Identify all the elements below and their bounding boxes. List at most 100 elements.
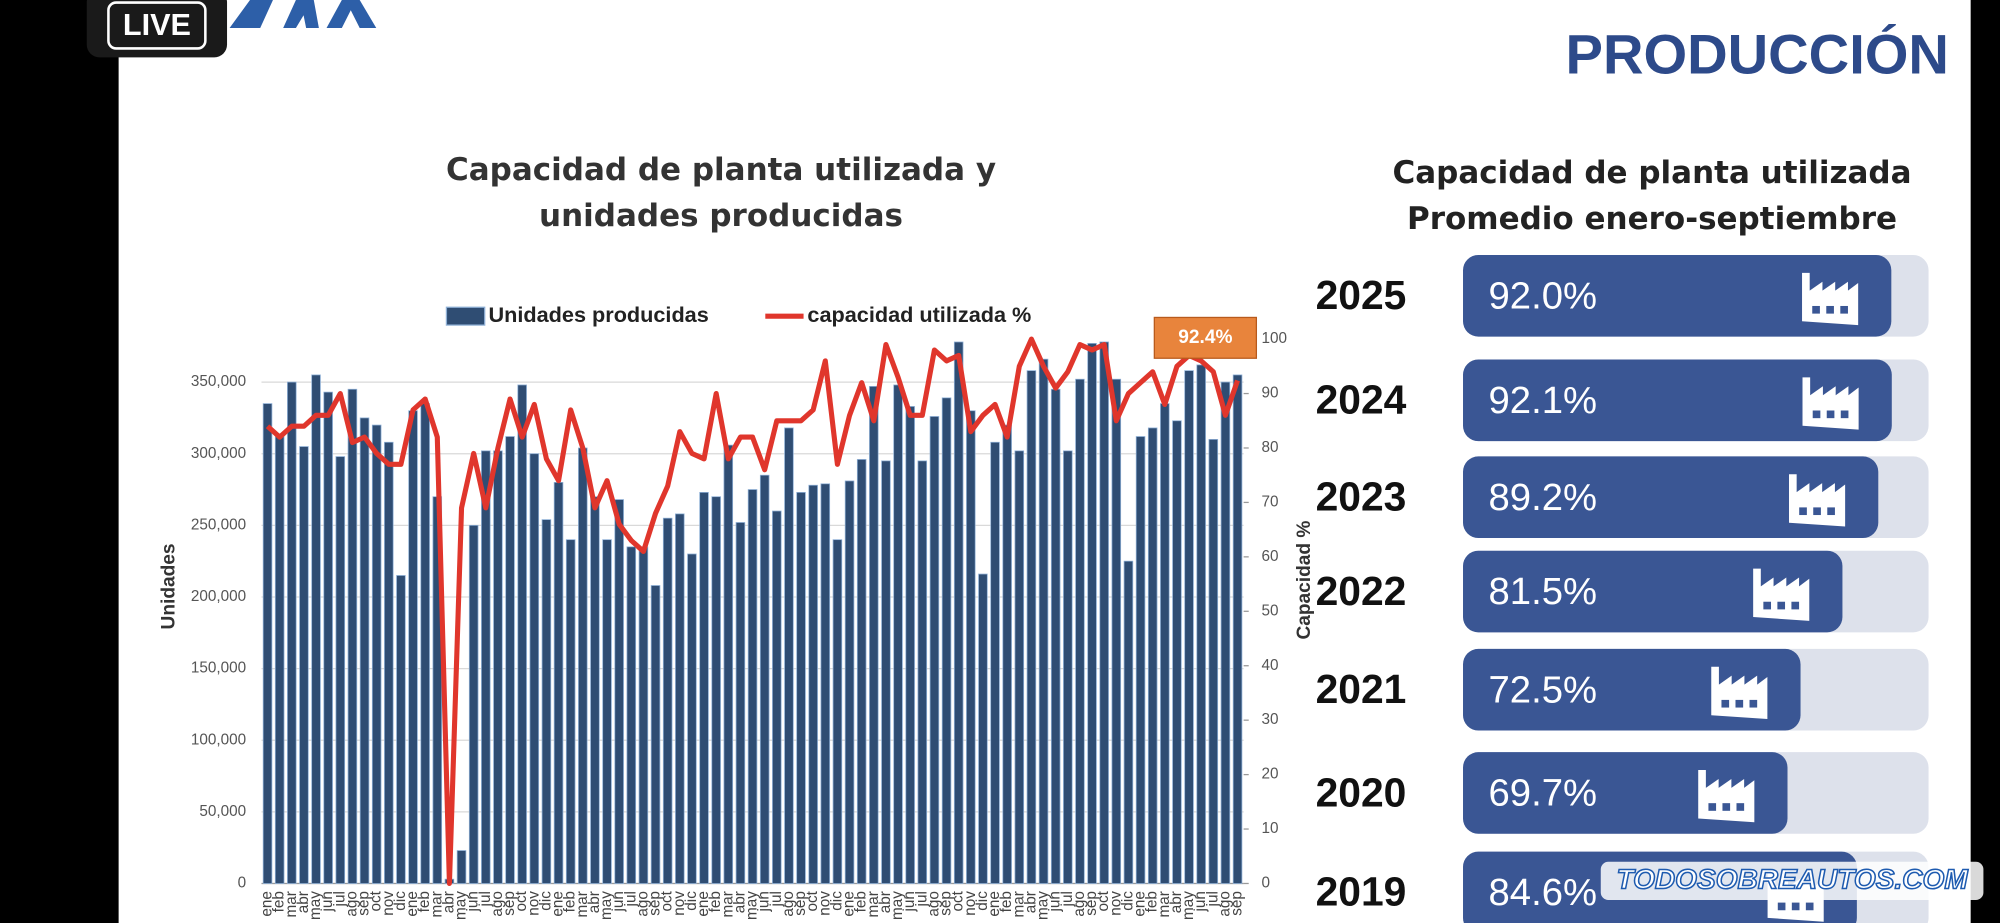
y2-tick-label: 10 xyxy=(1261,820,1278,837)
logo xyxy=(229,0,273,29)
x-tick-label: mar xyxy=(283,891,300,917)
x-tick-label: jul xyxy=(331,891,348,907)
x-tick-label: abr xyxy=(1022,891,1039,913)
bar xyxy=(1208,439,1219,884)
bar xyxy=(1111,378,1122,884)
badge-text: LIVE xyxy=(123,8,191,42)
factory-window xyxy=(1791,902,1800,911)
average-chart: 2025 92.0% 2024 92.1% 2023 89.2% 2022 81.5% 2021… xyxy=(1316,254,1929,923)
x-tick-label: may xyxy=(1180,891,1197,920)
factory-window xyxy=(1735,699,1744,708)
factory-window xyxy=(1813,507,1821,516)
x-tick-label: oct xyxy=(513,890,530,911)
factory-window xyxy=(1812,410,1821,419)
bar xyxy=(553,481,564,884)
x-tick-label: nov xyxy=(816,891,833,916)
bar xyxy=(1099,341,1109,884)
x-tick-label: nov xyxy=(525,891,542,916)
value-label: 89.2% xyxy=(1489,476,1597,519)
x-tick-label: jun xyxy=(756,891,773,912)
badge-bg xyxy=(86,0,228,58)
x-tick-label: ene xyxy=(404,891,421,917)
bar xyxy=(335,456,346,884)
x-tick-label: mar xyxy=(865,891,882,917)
x-tick-label: dic xyxy=(1119,891,1136,911)
y-tick-label: 50,000 xyxy=(199,803,246,820)
x-tick-label: feb xyxy=(562,891,579,912)
x-tick-label: jul xyxy=(477,891,494,907)
bar xyxy=(602,539,612,884)
factory-window xyxy=(1777,902,1786,911)
bar xyxy=(1463,254,1892,337)
x-tick-label: jul xyxy=(1204,891,1221,907)
y2-tick-label: 0 xyxy=(1261,875,1270,892)
bar xyxy=(468,524,479,884)
bar xyxy=(1196,364,1206,884)
factory-window xyxy=(1749,699,1758,708)
factory-window xyxy=(1826,410,1835,419)
bar xyxy=(953,341,964,884)
x-tick-label: ene xyxy=(550,891,567,917)
bar xyxy=(784,427,794,884)
x-tick-label: dic xyxy=(974,891,991,911)
x-tick-label: may xyxy=(744,891,761,920)
factory-window xyxy=(1777,601,1786,610)
factory-window xyxy=(1708,803,1717,811)
legend-label: capacidad utilizada % xyxy=(807,302,1031,327)
bar xyxy=(905,406,915,884)
bar xyxy=(1160,403,1170,884)
bar xyxy=(262,403,273,884)
bar xyxy=(941,397,952,884)
x-tick-label: sep xyxy=(792,891,809,916)
y-tick-label: 150,000 xyxy=(191,660,246,677)
factory-window xyxy=(1840,305,1848,314)
x-tick-label: abr xyxy=(877,891,894,913)
bar xyxy=(917,460,928,884)
page-title: PRODUCCIÓN xyxy=(1566,22,1949,85)
x-tick-label: oct xyxy=(659,890,676,911)
y-tick-label: 200,000 xyxy=(191,588,246,605)
x-tick-label: oct xyxy=(804,890,821,911)
bar xyxy=(990,441,1000,884)
x-tick-label: ene xyxy=(1132,891,1149,917)
logo xyxy=(326,0,377,29)
factory-window xyxy=(1799,507,1807,516)
bar xyxy=(869,386,879,884)
x-tick-label: jul xyxy=(1059,891,1076,907)
bar xyxy=(735,522,746,884)
bar xyxy=(505,436,515,884)
x-tick-label: ago xyxy=(634,891,651,917)
factory-window xyxy=(1827,507,1835,516)
bar xyxy=(614,499,624,884)
bar xyxy=(1463,359,1892,442)
x-tick-label: ene xyxy=(695,891,712,917)
x-tick-label: ene xyxy=(841,891,858,917)
bar xyxy=(420,403,430,884)
value-label: 92.1% xyxy=(1489,379,1597,422)
x-tick-label: abr xyxy=(1168,891,1185,913)
bar xyxy=(578,447,588,884)
bar xyxy=(299,446,309,884)
x-tick-label: ago xyxy=(489,891,506,917)
bar xyxy=(832,539,843,884)
bar xyxy=(1463,550,1843,633)
factory-window xyxy=(1826,305,1834,314)
y2-tick-label: 40 xyxy=(1261,657,1278,674)
bar xyxy=(772,510,782,884)
side-bar xyxy=(1970,0,2000,923)
y2-tick-label: 50 xyxy=(1261,602,1278,619)
year-label: 2024 xyxy=(1316,377,1407,423)
x-tick-label: feb xyxy=(416,891,433,912)
bar xyxy=(978,573,988,884)
bar xyxy=(856,459,867,884)
x-tick-label: nov xyxy=(1107,891,1124,916)
bar xyxy=(626,546,637,884)
bar xyxy=(881,460,891,884)
factory-window xyxy=(1805,902,1814,911)
bar xyxy=(1123,560,1134,884)
bar xyxy=(517,384,527,884)
x-tick-label: sep xyxy=(356,891,373,916)
logo xyxy=(283,0,319,29)
bar xyxy=(1014,450,1025,884)
